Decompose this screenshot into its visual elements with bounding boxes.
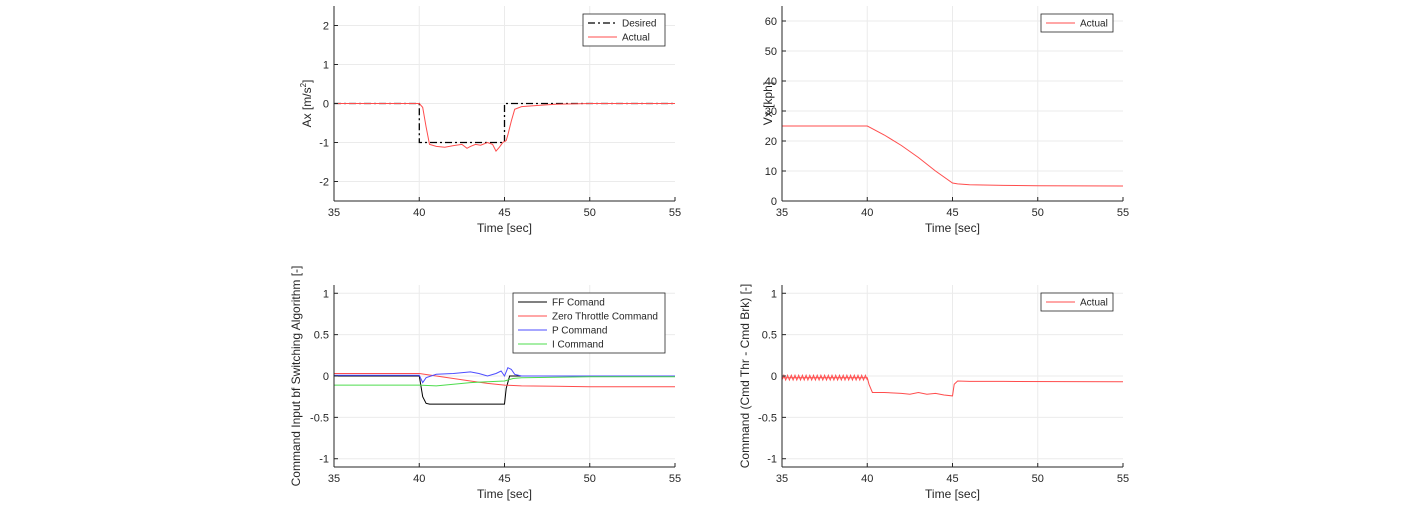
x-tick-label: 40 bbox=[861, 207, 873, 219]
legend-label: P Command bbox=[552, 326, 607, 337]
x-axis-label: Time [sec] bbox=[925, 221, 980, 235]
x-tick-label: 50 bbox=[1032, 473, 1044, 485]
y-axis-label-end: ] bbox=[300, 80, 314, 83]
x-axis-label: Time [sec] bbox=[477, 221, 532, 235]
y-tick-label: 1 bbox=[323, 288, 329, 300]
x-tick-label: 40 bbox=[861, 473, 873, 485]
y-tick-label: -1 bbox=[767, 454, 777, 466]
x-tick-label: 50 bbox=[1032, 207, 1044, 219]
y-axis-label: Vx [kph] bbox=[761, 82, 775, 125]
legend-box bbox=[512, 292, 666, 354]
series-line-actual-oscillation bbox=[782, 373, 868, 382]
series-line-actual bbox=[782, 125, 1123, 187]
legend-label: Actual bbox=[1080, 298, 1108, 309]
x-tick-label: 50 bbox=[584, 473, 596, 485]
x-tick-label: 45 bbox=[946, 473, 958, 485]
y-axis-label: Ax [m/s2] bbox=[299, 80, 314, 128]
legend-label: Zero Throttle Command bbox=[552, 312, 658, 323]
y-tick-label: 20 bbox=[765, 136, 777, 148]
y-tick-label: -0.5 bbox=[758, 412, 777, 424]
y-tick-label: 0 bbox=[323, 99, 329, 111]
chart-command-input: 35 40 45 50 55 -1 -0.5 0 0.5 1 Time [sec] Command I… bbox=[289, 266, 681, 501]
legend-label: Desired bbox=[622, 19, 656, 30]
x-tick-label: 55 bbox=[669, 473, 681, 485]
x-tick-label: 35 bbox=[328, 207, 340, 219]
x-tick-label: 50 bbox=[584, 207, 596, 219]
x-tick-label: 55 bbox=[1117, 473, 1129, 485]
series-line-desired bbox=[334, 102, 675, 144]
y-axis-label-text: Command (Cmd Thr - Cmd Brk) [-] bbox=[738, 284, 752, 468]
y-tick-label: 60 bbox=[765, 16, 777, 28]
series-line-zero-throttle-command bbox=[334, 373, 675, 388]
y-tick-label: 50 bbox=[765, 46, 777, 58]
x-tick-label: 45 bbox=[498, 473, 510, 485]
legend-box bbox=[1040, 13, 1114, 33]
y-tick-label: -2 bbox=[319, 177, 329, 189]
series-line-actual bbox=[334, 103, 675, 152]
y-tick-label: 1 bbox=[323, 60, 329, 72]
y-tick-label: 2 bbox=[323, 21, 329, 33]
y-axis-label-text: Ax [m/s bbox=[300, 87, 314, 127]
y-axis-label: Command (Cmd Thr - Cmd Brk) [-] bbox=[738, 284, 752, 468]
x-tick-label: 35 bbox=[776, 473, 788, 485]
y-tick-label: -1 bbox=[319, 454, 329, 466]
y-tick-label: 1 bbox=[771, 288, 777, 300]
legend-label: FF Comand bbox=[552, 298, 605, 309]
x-tick-label: 35 bbox=[328, 473, 340, 485]
y-tick-label: 0 bbox=[771, 196, 777, 208]
legend-box bbox=[582, 13, 666, 47]
series-line-actual bbox=[782, 377, 1123, 397]
chart-command-output: 35 40 45 50 55 -1 -0.5 0 0.5 1 Time [sec] Command (… bbox=[738, 284, 1129, 501]
legend-box bbox=[1040, 292, 1114, 312]
x-tick-label: 40 bbox=[413, 207, 425, 219]
y-tick-label: 40 bbox=[765, 76, 777, 88]
y-tick-label: 0.5 bbox=[314, 330, 329, 342]
x-tick-label: 55 bbox=[1117, 207, 1129, 219]
x-tick-label: 55 bbox=[669, 207, 681, 219]
y-tick-label: 30 bbox=[765, 106, 777, 118]
y-axis-label-text: Vx [kph] bbox=[761, 82, 775, 125]
x-axis-label: Time [sec] bbox=[477, 487, 532, 501]
y-tick-label: 10 bbox=[765, 166, 777, 178]
x-tick-label: 45 bbox=[498, 207, 510, 219]
y-tick-label: -1 bbox=[319, 138, 329, 150]
y-axis-label-text: Command Input bf Switching Algorithm [-] bbox=[289, 266, 303, 487]
x-axis-label: Time [sec] bbox=[925, 487, 980, 501]
legend-label: I Command bbox=[552, 340, 604, 351]
legend-label: Actual bbox=[622, 33, 650, 44]
y-tick-label: 0.5 bbox=[762, 330, 777, 342]
x-tick-label: 45 bbox=[946, 207, 958, 219]
y-tick-label: 0 bbox=[323, 371, 329, 383]
series-line-i-command bbox=[334, 376, 675, 387]
y-axis-label: Command Input bf Switching Algorithm [-] bbox=[289, 266, 303, 487]
x-tick-label: 35 bbox=[776, 207, 788, 219]
y-axis-label-superscript: 2 bbox=[299, 82, 308, 87]
x-tick-label: 40 bbox=[413, 473, 425, 485]
chart-velocity: 35 40 45 50 55 0 10 20 30 40 50 60 Time [sec] Vx [kph… bbox=[761, 6, 1129, 235]
series-line-p-command bbox=[334, 367, 675, 384]
y-tick-label: 0 bbox=[771, 371, 777, 383]
y-tick-label: -0.5 bbox=[310, 412, 329, 424]
legend-label: Actual bbox=[1080, 19, 1108, 30]
